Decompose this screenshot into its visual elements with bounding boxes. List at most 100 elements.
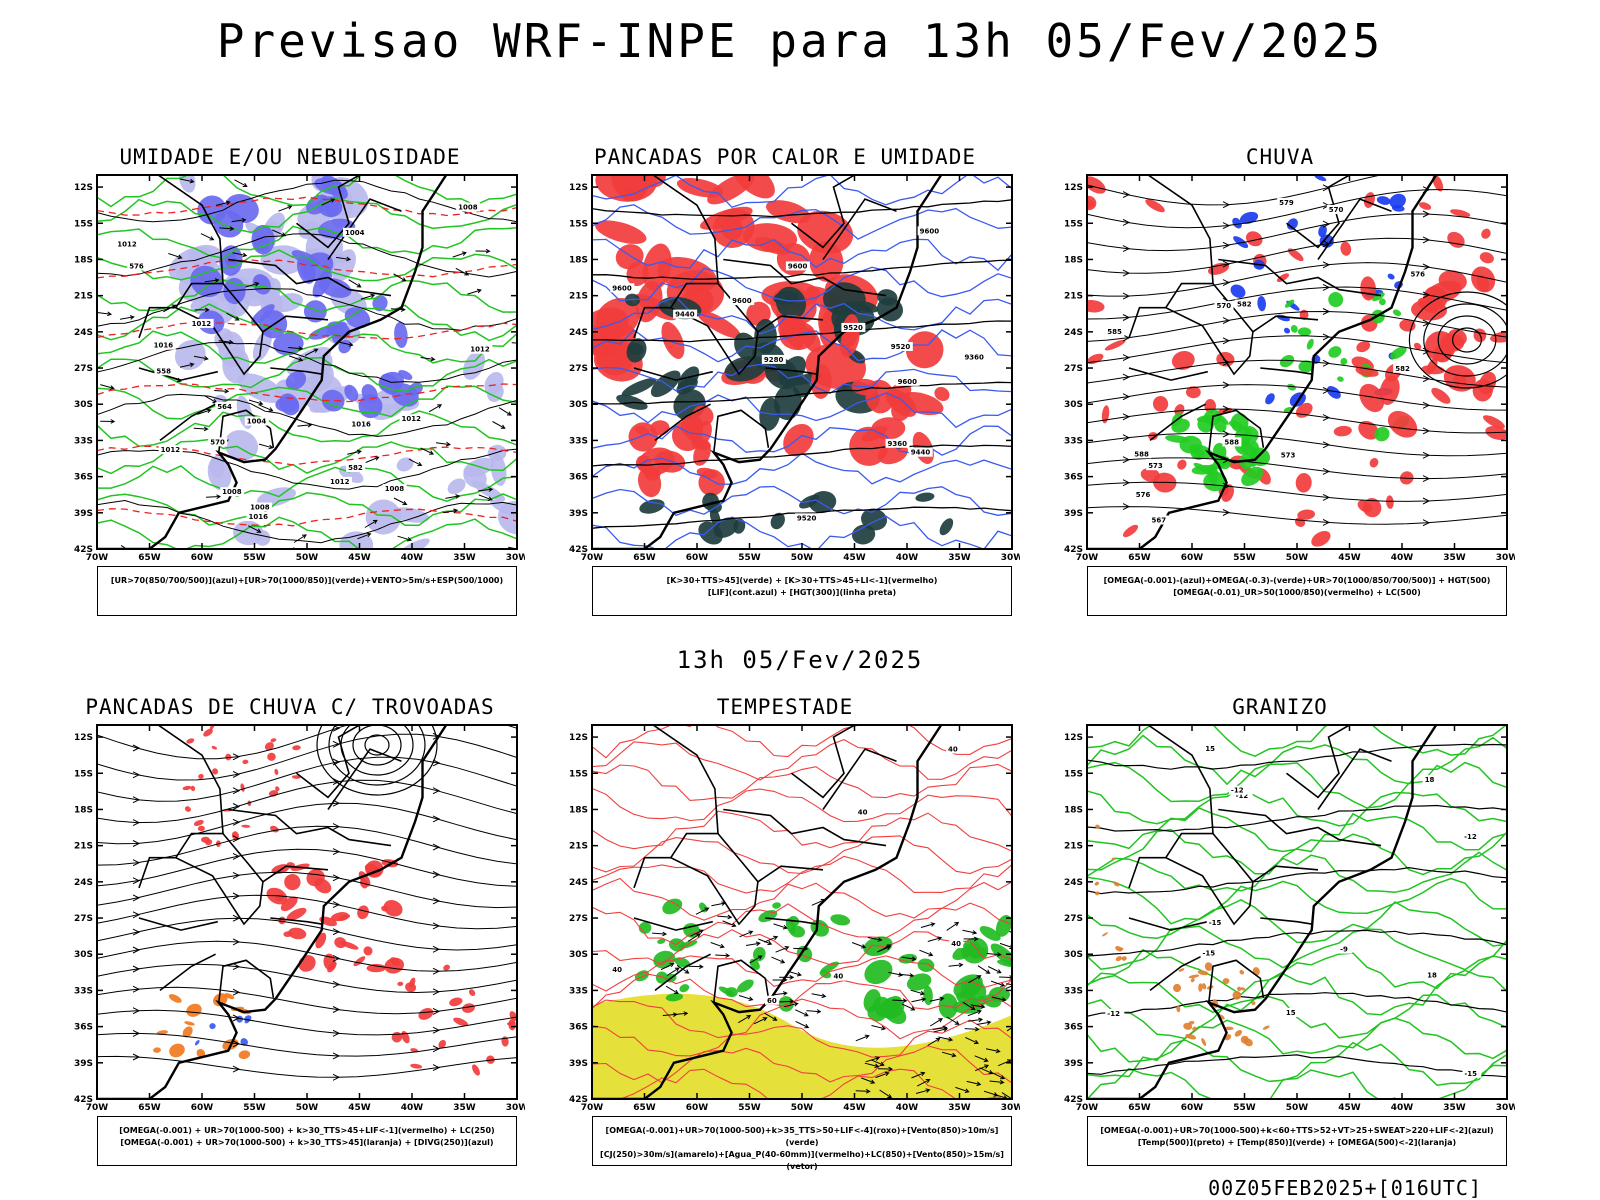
- wind-vector: [204, 278, 220, 283]
- contour-label-bg: [248, 502, 273, 512]
- wind-vector: [745, 941, 761, 947]
- instability-shade-red: [934, 386, 950, 402]
- streamline-arrow: [132, 911, 141, 919]
- storm-shade-red: [353, 956, 366, 967]
- lat-label: 18S: [1064, 255, 1083, 265]
- lon-label: 70W: [1076, 553, 1099, 563]
- lat-label: 36S: [569, 473, 588, 483]
- moisture-shade-dark: [398, 370, 413, 381]
- lat-label: 24S: [569, 328, 588, 338]
- streamline-arrow: [432, 759, 441, 767]
- panel-legend: [OMEGA(-0.001)+UR>70(1000-500)+k<60+TTS>…: [1087, 1116, 1507, 1166]
- omega-shade-orange: [1232, 991, 1242, 1000]
- contour-label-bg: [908, 447, 933, 457]
- lat-label: 18S: [74, 805, 93, 815]
- instability-shade-red: [595, 220, 647, 244]
- country-border: [1252, 315, 1319, 333]
- streamline-arrow: [232, 988, 241, 996]
- storm-shade-orange: [168, 994, 182, 1003]
- rain-shade-red: [1440, 333, 1465, 352]
- storm-shade-red: [209, 725, 216, 731]
- country-border: [1218, 258, 1382, 297]
- wind-vector: [910, 989, 925, 996]
- rain-shade-red: [1140, 467, 1160, 482]
- instability-shade-dark: [939, 518, 954, 536]
- wind-shade-green: [967, 941, 982, 959]
- contour-label-bg: [831, 971, 846, 981]
- moisture-shade-light: [391, 507, 430, 523]
- lat-label: 27S: [569, 364, 588, 374]
- omega-shade-orange: [1183, 1022, 1193, 1030]
- lon-label: 45W: [1338, 1103, 1361, 1113]
- lat-label: 21S: [1064, 842, 1083, 852]
- contour-label: 40: [948, 745, 958, 753]
- rain-shade-green: [1238, 441, 1259, 457]
- rain-shade-green: [1243, 427, 1253, 441]
- country-border: [757, 865, 824, 883]
- lon-label: 30W: [506, 553, 525, 563]
- instability-shade-dark: [915, 492, 935, 502]
- rain-shade-red: [1483, 415, 1505, 429]
- wind-vector: [244, 281, 260, 288]
- instability-shade-red: [905, 331, 944, 369]
- streamline-arrow: [1322, 386, 1331, 394]
- lat-label: 12S: [74, 733, 93, 743]
- contour-label: 9600: [920, 227, 940, 235]
- temp-500-contour: [1087, 866, 1507, 895]
- lat-label: 42S: [569, 1095, 588, 1105]
- streamline: [1087, 457, 1507, 480]
- streamline: [1087, 237, 1507, 274]
- streamline-arrow: [132, 894, 141, 902]
- storm-shade-red: [397, 981, 404, 986]
- storm-shade-red: [284, 874, 301, 891]
- contour-label-bg: [946, 744, 961, 754]
- streamline-arrow: [432, 967, 441, 975]
- wind-shade-green: [830, 914, 851, 926]
- storm-shade-red: [198, 773, 204, 779]
- temp-850-contour: [1087, 898, 1507, 947]
- contour-label: 9520: [843, 324, 863, 332]
- storm-shade-orange: [153, 1047, 161, 1053]
- country-border: [1286, 175, 1350, 249]
- contour-label: 1008: [222, 488, 242, 496]
- precipitable-water-contour: [592, 810, 1012, 852]
- country-border: [757, 315, 824, 333]
- storm-shade-red: [334, 937, 347, 949]
- rain-shade-green: [1279, 355, 1295, 368]
- wind-shade-green: [674, 957, 691, 968]
- rain-shade-green: [1189, 444, 1213, 459]
- omega-shade-orange: [1224, 1026, 1234, 1031]
- lon-label: 35W: [948, 553, 971, 563]
- instability-shade-red: [697, 310, 741, 339]
- panel-chuva: CHUVA 585 588 582 576 570 567 582 579 573 573 570 5…: [1045, 145, 1515, 625]
- rain-shade-blue: [1387, 273, 1395, 280]
- contour-label: 9440: [675, 311, 695, 319]
- rain-shade-green: [1340, 357, 1348, 366]
- streamline-arrow: [1422, 451, 1431, 459]
- contour-label-bg: [610, 965, 625, 975]
- wind-vector: [779, 999, 795, 1004]
- wind-vector: [715, 953, 731, 958]
- contour-label-bg: [885, 438, 910, 448]
- streamline-arrow: [232, 753, 241, 761]
- streamline-arrow: [1422, 497, 1431, 505]
- wind-vector: [467, 288, 482, 295]
- wind-vector: [687, 933, 702, 942]
- instability-shade-red: [797, 210, 854, 254]
- lon-label: 55W: [243, 553, 266, 563]
- country-border: [669, 832, 759, 926]
- instability-shade-dark: [775, 286, 807, 320]
- contour-label-bg: [962, 352, 987, 362]
- contour-label: 40: [858, 808, 868, 816]
- streamline-arrow: [232, 803, 241, 810]
- omega-shade-orange: [1095, 824, 1100, 829]
- rain-shade-red: [1276, 273, 1290, 283]
- streamline: [97, 756, 517, 802]
- upper-level-circulation: [364, 734, 390, 756]
- rain-shade-green: [1297, 327, 1312, 337]
- wind-vector: [985, 1048, 1001, 1054]
- precipitable-water-contour: [592, 973, 1012, 1010]
- humidity-contour: [97, 385, 517, 420]
- instability-shade-red: [700, 206, 753, 230]
- contour-label-bg: [115, 239, 140, 249]
